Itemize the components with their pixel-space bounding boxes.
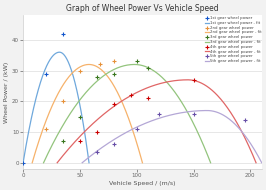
1st gear wheel power - fit (61, 52, 64, 54)
5th gear wheel power - fit (190, 110, 194, 112)
1st gear wheel power - fit (62, 53, 65, 55)
5th gear wheel power - fit (81, 161, 84, 163)
2nd gear wheel power - fit (31, 160, 34, 163)
1st gear wheel power (21, 161, 25, 164)
1st gear wheel power - fit (58, 51, 61, 53)
4th gear wheel power (129, 94, 133, 97)
4th gear wheel power - fit (56, 162, 59, 164)
4th gear wheel power (192, 78, 196, 81)
3rd gear wheel power (135, 60, 139, 63)
3rd gear wheel power - fit (209, 162, 212, 164)
2nd gear wheel power - fit (97, 66, 100, 69)
4th gear wheel power - fit (255, 162, 258, 164)
3rd gear wheel power - fit (43, 160, 46, 163)
3rd gear wheel power - fit (183, 106, 186, 109)
5th gear wheel power (192, 112, 196, 115)
4th gear wheel power - fit (56, 161, 60, 163)
5th gear wheel power - fit (188, 111, 191, 113)
3rd gear wheel power (112, 72, 116, 75)
2nd gear wheel power - fit (96, 66, 99, 68)
3rd gear wheel power - fit (42, 162, 45, 164)
3rd gear wheel power - fit (145, 66, 148, 68)
Line: 4th gear wheel power - fit: 4th gear wheel power - fit (57, 80, 256, 163)
3rd gear wheel power - fit (142, 65, 145, 67)
5th gear wheel power (95, 150, 99, 154)
3rd gear wheel power (95, 75, 99, 78)
4th gear wheel power (146, 97, 150, 100)
Legend: 1st gear wheel power, 1st gear wheel power - fit, 2nd gear wheel power, 2nd gear: 1st gear wheel power, 1st gear wheel pow… (204, 16, 262, 63)
4th gear wheel power - fit (224, 104, 227, 106)
Line: 5th gear wheel power - fit: 5th gear wheel power - fit (82, 111, 262, 163)
5th gear wheel power - fit (260, 162, 263, 164)
1st gear wheel power - fit (22, 162, 25, 164)
2nd gear wheel power - fit (98, 67, 102, 70)
2nd gear wheel power (44, 127, 48, 131)
5th gear wheel power - fit (205, 109, 209, 112)
1st gear wheel power (44, 72, 48, 75)
4th gear wheel power - fit (236, 124, 240, 126)
4th gear wheel power - fit (173, 79, 177, 82)
Y-axis label: Wheel Power / (kW): Wheel Power / (kW) (4, 62, 9, 123)
5th gear wheel power (243, 118, 247, 121)
4th gear wheel power - fit (177, 79, 181, 81)
3rd gear wheel power (61, 140, 65, 143)
4th gear wheel power (112, 103, 116, 106)
2nd gear wheel power - fit (87, 63, 90, 66)
2nd gear wheel power - fit (124, 109, 127, 111)
1st gear wheel power - fit (88, 162, 91, 164)
2nd gear wheel power (112, 60, 116, 63)
Line: 1st gear wheel power - fit: 1st gear wheel power - fit (23, 52, 89, 163)
2nd gear wheel power - fit (141, 162, 144, 164)
Title: Graph of Wheel Power Vs Vehicle Speed: Graph of Wheel Power Vs Vehicle Speed (66, 4, 219, 13)
5th gear wheel power (112, 143, 116, 146)
3rd gear wheel power (78, 115, 82, 118)
1st gear wheel power - fit (61, 52, 64, 55)
3rd gear wheel power - fit (133, 63, 136, 66)
1st gear wheel power - fit (77, 99, 81, 101)
2nd gear wheel power (61, 100, 65, 103)
1st gear wheel power - fit (22, 160, 25, 163)
X-axis label: Vehicle Speed / (m/s): Vehicle Speed / (m/s) (109, 181, 176, 186)
4th gear wheel power (95, 131, 99, 134)
3rd gear wheel power - fit (194, 127, 197, 129)
4th gear wheel power - fit (174, 79, 177, 82)
5th gear wheel power - fit (244, 135, 247, 137)
3rd gear wheel power (146, 66, 150, 69)
5th gear wheel power - fit (232, 122, 236, 124)
4th gear wheel power - fit (186, 79, 189, 81)
2nd gear wheel power - fit (31, 162, 34, 164)
5th gear wheel power (135, 127, 139, 131)
3rd gear wheel power - fit (142, 65, 145, 67)
5th gear wheel power - fit (187, 111, 190, 113)
5th gear wheel power (157, 112, 161, 115)
1st gear wheel power - fit (81, 122, 85, 124)
2nd gear wheel power (98, 63, 102, 66)
5th gear wheel power - fit (81, 162, 84, 164)
1st gear wheel power (61, 32, 65, 35)
2nd gear wheel power (78, 69, 82, 72)
4th gear wheel power (78, 140, 82, 143)
Line: 2nd gear wheel power - fit: 2nd gear wheel power - fit (32, 64, 142, 163)
Line: 3rd gear wheel power - fit: 3rd gear wheel power - fit (44, 64, 211, 163)
2nd gear wheel power - fit (131, 128, 134, 131)
